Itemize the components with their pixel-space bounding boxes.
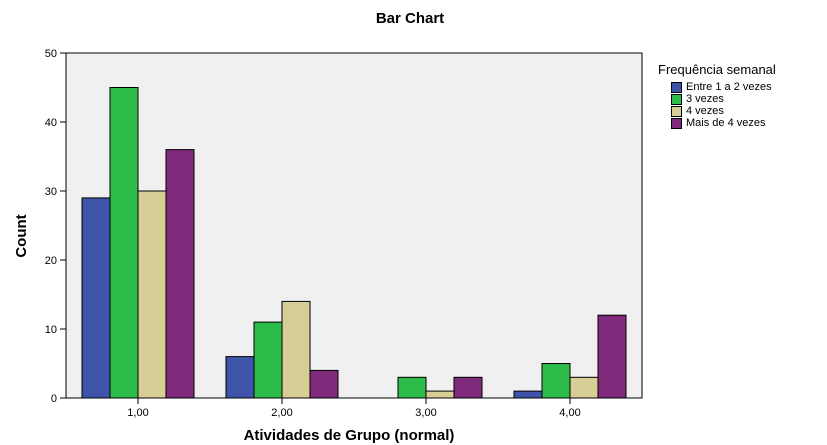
bar	[453, 376, 483, 399]
bar	[137, 190, 167, 399]
bar	[513, 390, 543, 399]
bars	[81, 87, 627, 399]
y-tick-label: 30	[45, 186, 57, 198]
chart-title: Bar Chart	[376, 10, 444, 27]
legend-label: Entre 1 a 2 vezes	[686, 81, 772, 93]
legend-swatch	[671, 117, 682, 129]
y-tick-label: 20	[45, 255, 57, 267]
bar	[569, 376, 599, 399]
bar	[281, 300, 311, 399]
bar	[425, 390, 455, 399]
x-axis-title: Atividades de Grupo (normal)	[244, 427, 455, 444]
legend-swatch	[671, 81, 682, 93]
bar	[541, 363, 571, 399]
x-tick-label: 2,00	[271, 407, 292, 419]
legend-label: 4 vezes	[686, 105, 724, 117]
bar	[109, 87, 139, 399]
legend-item: Entre 1 a 2 vezes	[658, 81, 826, 93]
legend-label: Mais de 4 vezes	[686, 117, 766, 129]
bar	[597, 314, 627, 399]
x-tick-label: 4,00	[559, 407, 580, 419]
bar	[81, 197, 111, 399]
bar	[309, 369, 339, 399]
y-tick-label: 0	[51, 393, 57, 405]
y-axis: 0 10 20 30 40 50	[45, 48, 67, 405]
legend-swatch	[671, 93, 682, 105]
y-tick-label: 40	[45, 117, 57, 129]
legend-swatch	[671, 105, 682, 117]
legend-item: Mais de 4 vezes	[658, 117, 826, 129]
legend-item: 4 vezes	[658, 105, 826, 117]
y-tick-label: 10	[45, 324, 57, 336]
bar	[397, 376, 427, 399]
legend-title: Frequência semanal	[658, 62, 776, 77]
legend-items: Entre 1 a 2 vezes 3 vezes 4 vezes Mais de 4…	[658, 81, 826, 129]
bar	[225, 356, 255, 399]
y-axis-title: Count	[13, 214, 30, 257]
x-tick-label: 1,00	[127, 407, 148, 419]
legend-label: 3 vezes	[686, 93, 724, 105]
bar	[253, 321, 283, 399]
legend: Frequência semanal Entre 1 a 2 vezes 3 ve…	[658, 62, 826, 129]
x-axis: 1,00 2,00 3,00 4,00	[127, 398, 581, 419]
legend-item: 3 vezes	[658, 93, 826, 105]
y-tick-label: 50	[45, 48, 57, 60]
bar	[165, 149, 195, 399]
x-tick-label: 3,00	[415, 407, 436, 419]
